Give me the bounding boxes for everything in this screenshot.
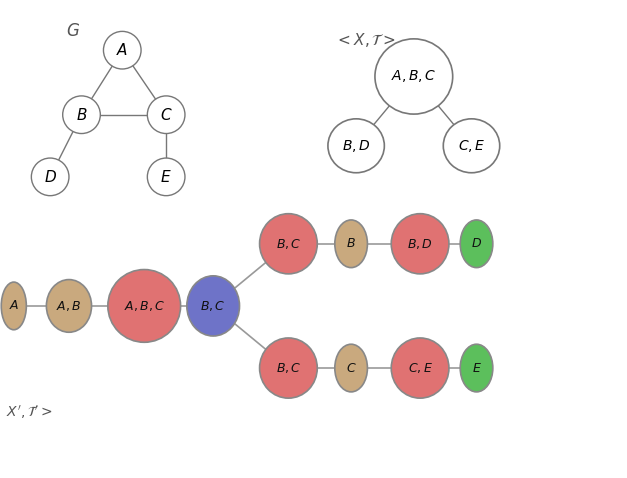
Ellipse shape — [391, 338, 449, 398]
Ellipse shape — [443, 119, 500, 173]
Text: $B, C$: $B, C$ — [201, 299, 226, 313]
Ellipse shape — [147, 158, 185, 196]
Text: $B, D$: $B, D$ — [342, 138, 371, 154]
Text: $B, C$: $B, C$ — [276, 361, 301, 375]
Ellipse shape — [187, 276, 240, 336]
Ellipse shape — [108, 270, 181, 342]
Text: $C$: $C$ — [160, 107, 172, 123]
Text: $C$: $C$ — [345, 361, 357, 375]
Text: $A, B$: $A, B$ — [56, 299, 82, 313]
Text: $B$: $B$ — [346, 237, 356, 250]
Text: $B, C$: $B, C$ — [276, 237, 301, 251]
Text: $D$: $D$ — [471, 237, 482, 250]
Ellipse shape — [328, 119, 384, 173]
Text: $A, B, C$: $A, B, C$ — [391, 68, 436, 85]
Text: $A$: $A$ — [116, 42, 129, 58]
Ellipse shape — [460, 344, 493, 392]
Ellipse shape — [460, 220, 493, 268]
Text: $E$: $E$ — [161, 169, 172, 185]
Ellipse shape — [260, 214, 317, 274]
Ellipse shape — [260, 338, 317, 398]
Ellipse shape — [335, 344, 367, 392]
Ellipse shape — [1, 282, 26, 330]
Ellipse shape — [46, 280, 92, 332]
Ellipse shape — [31, 158, 69, 196]
Text: $< X, \mathcal{T} >$: $< X, \mathcal{T} >$ — [335, 31, 396, 49]
Text: $D$: $D$ — [44, 169, 56, 185]
Ellipse shape — [147, 96, 185, 133]
Ellipse shape — [335, 220, 367, 268]
Text: $E$: $E$ — [472, 361, 482, 375]
Text: $C, E$: $C, E$ — [458, 138, 485, 154]
Text: $B$: $B$ — [76, 107, 87, 123]
Text: $A$: $A$ — [9, 299, 19, 313]
Ellipse shape — [103, 32, 141, 69]
Text: $B, D$: $B, D$ — [407, 237, 433, 251]
Ellipse shape — [375, 39, 453, 114]
Text: $C, E$: $C, E$ — [408, 361, 433, 375]
Text: $G$: $G$ — [66, 22, 80, 40]
Ellipse shape — [63, 96, 100, 133]
Text: $A, B, C$: $A, B, C$ — [124, 299, 165, 313]
Ellipse shape — [391, 214, 449, 274]
Text: $X', \mathcal{T}' >$: $X', \mathcal{T}' >$ — [6, 404, 53, 421]
